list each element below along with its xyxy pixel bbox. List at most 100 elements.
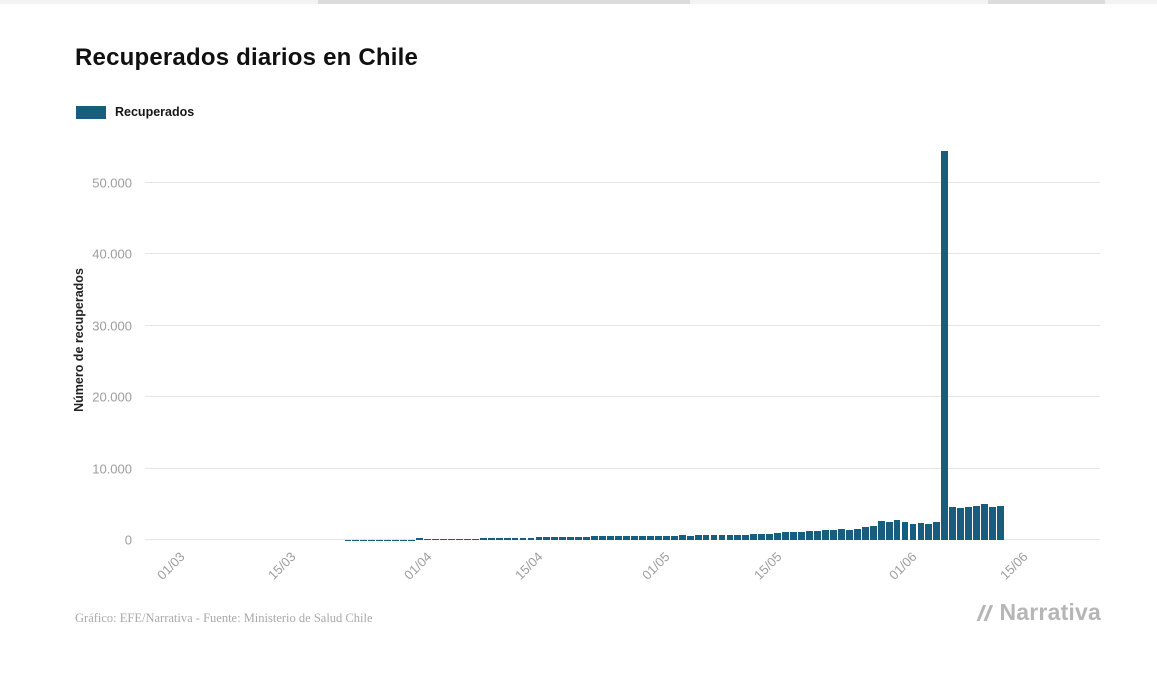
y-tick-label: 20.000 (92, 389, 132, 405)
x-tick-label: 15/05 (750, 549, 785, 583)
bar (766, 533, 774, 540)
bar (646, 535, 654, 540)
bar (654, 535, 662, 540)
bar (631, 535, 638, 540)
y-axis-title: Número de recuperados (72, 268, 86, 412)
narrativa-n-icon (976, 604, 994, 621)
bar (901, 522, 909, 540)
bar (814, 531, 821, 540)
x-tick-label: 15/04 (511, 549, 546, 583)
bar (583, 536, 591, 540)
bar (535, 537, 543, 540)
bar (837, 529, 845, 540)
bar (511, 537, 519, 540)
bar (551, 537, 559, 540)
bar (782, 532, 790, 540)
bar (638, 535, 646, 540)
legend: Recuperados (76, 105, 194, 119)
bar (806, 530, 813, 540)
bar (758, 533, 766, 540)
bar (885, 521, 893, 540)
bar (440, 538, 447, 540)
bar (869, 525, 877, 540)
gridline (145, 253, 1100, 255)
gridline (145, 181, 1100, 183)
bar (495, 538, 503, 540)
bar (917, 522, 925, 540)
bar (463, 538, 471, 540)
bar (893, 520, 901, 540)
bar (933, 522, 941, 540)
bar (694, 535, 702, 540)
x-tick-label: 15/06 (997, 549, 1032, 583)
bar (973, 505, 981, 540)
bar (479, 538, 487, 540)
y-tick-label: 40.000 (92, 246, 132, 262)
bar (455, 538, 463, 540)
bar (925, 524, 933, 540)
plot-area: 0 10.000 20.000 30.000 40.000 50.000 01/03 15/0… (92, 140, 1100, 583)
bar (710, 535, 718, 540)
bar (861, 527, 869, 540)
legend-swatch (76, 105, 106, 119)
bar (487, 538, 495, 540)
bar (471, 538, 479, 540)
y-tick-label: 10.000 (92, 461, 132, 477)
gridline (145, 324, 1100, 326)
bar (981, 503, 989, 540)
x-tick-label: 01/04 (400, 549, 435, 583)
brand-logo: Narrativa (973, 599, 1101, 626)
bar (599, 536, 607, 540)
top-edge-artifact-segment (318, 0, 690, 4)
source-credit: Gráfico: EFE/Narrativa - Fuente: Ministe… (75, 611, 373, 625)
bar (519, 537, 527, 540)
y-tick-label: 50.000 (92, 175, 132, 191)
bar (432, 539, 439, 540)
bar (726, 535, 734, 540)
top-edge-artifact-segment (988, 0, 1105, 4)
bar (829, 530, 837, 540)
bar (623, 536, 630, 540)
bar (575, 536, 583, 540)
brand-name: Narrativa (999, 599, 1101, 625)
bar (718, 535, 726, 540)
bar (853, 528, 861, 540)
bar (997, 505, 1004, 540)
bar (543, 537, 551, 540)
bar (877, 520, 885, 540)
gridline (145, 539, 1100, 540)
bar (559, 536, 567, 540)
bar (424, 539, 431, 540)
bar (527, 537, 535, 540)
bar (702, 535, 710, 540)
bar (774, 532, 782, 540)
bar (845, 529, 853, 540)
x-tick-label: 01/03 (153, 549, 188, 583)
x-tick-label: 01/06 (885, 549, 920, 583)
bar (989, 506, 996, 540)
chart-title: Recuperados diarios en Chile (75, 44, 419, 71)
bar (909, 523, 917, 540)
bar (750, 534, 758, 540)
bar (941, 150, 949, 540)
bar (949, 507, 957, 540)
bar (734, 535, 742, 540)
top-edge-artifact (0, 0, 1157, 4)
bar (662, 535, 670, 540)
bar (591, 536, 599, 540)
bar (957, 507, 965, 540)
bar (615, 536, 622, 540)
bar (607, 536, 614, 540)
gridline (145, 467, 1100, 469)
legend-label: Recuperados (115, 105, 195, 119)
bar (678, 535, 686, 540)
bar (447, 538, 455, 540)
bar (798, 531, 805, 540)
gridline (145, 396, 1100, 398)
bar (416, 538, 423, 540)
bar (742, 534, 750, 540)
x-tick-label: 15/03 (265, 549, 299, 583)
y-tick-label: 30.000 (92, 318, 132, 334)
bar (822, 530, 829, 540)
bar (670, 535, 678, 540)
